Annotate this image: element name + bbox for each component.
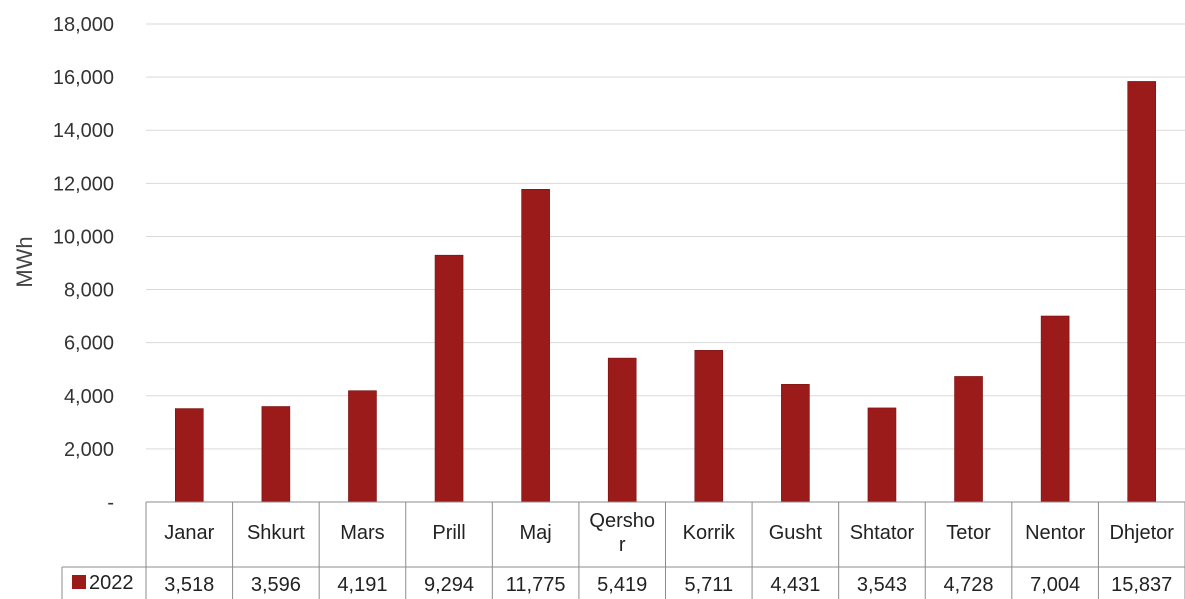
data-value-label: 3,518 [164, 574, 214, 596]
x-category-label: Maj [520, 522, 552, 544]
bar [174, 408, 204, 503]
legend-label: 2022 [89, 572, 134, 594]
data-value-label: 4,431 [770, 574, 820, 596]
data-value-label: 9,294 [424, 574, 474, 596]
data-value-label: 7,004 [1030, 574, 1080, 596]
y-tick-label: 10,000 [53, 226, 114, 248]
x-category-label: Mars [340, 522, 384, 544]
x-category-label: Dhjetor [1109, 522, 1174, 544]
x-category-label: Qersho r [589, 510, 655, 556]
y-tick-label: 18,000 [53, 14, 114, 36]
bars [174, 81, 1157, 503]
bar [694, 350, 724, 503]
bar [1040, 315, 1070, 503]
bar [781, 384, 810, 503]
y-tick-label: 2,000 [64, 439, 114, 461]
x-category-label: Tetor [946, 522, 991, 544]
data-table: Janar Shkurt Mars Prill Maj Qersho r Korrik Gush… [61, 501, 1185, 599]
y-axis-label: MWh [12, 236, 37, 287]
data-value-label: 5,419 [597, 574, 647, 596]
y-tick-label: 16,000 [53, 67, 114, 89]
y-axis-ticks: - 2,000 4,000 6,000 8,000 10,000 12,000 14,000 1… [53, 14, 114, 514]
data-value-label: 5,711 [685, 574, 734, 596]
bar [521, 189, 550, 503]
x-category-label: Nentor [1025, 522, 1085, 544]
x-category-label: Gusht [769, 522, 823, 544]
x-category-label: Shkurt [247, 522, 305, 544]
y-tick-label: 4,000 [64, 386, 114, 408]
bar [348, 390, 377, 503]
y-tick-label: 14,000 [53, 120, 114, 142]
y-tick-label: - [107, 492, 114, 514]
bar [1127, 81, 1157, 503]
y-tick-label: 12,000 [53, 173, 114, 195]
y-tick-label: 8,000 [64, 280, 114, 302]
bar [607, 357, 637, 503]
bar [261, 406, 291, 503]
bar [434, 254, 464, 503]
bar [867, 407, 897, 503]
x-category-label: Janar [164, 522, 214, 544]
data-value-label: 11,775 [506, 574, 566, 596]
data-value-label: 3,596 [251, 574, 301, 596]
gridlines [146, 23, 1185, 450]
legend-swatch [72, 575, 86, 589]
data-value-label: 4,728 [944, 574, 994, 596]
x-category-label: Prill [432, 522, 465, 544]
x-category-label: Korrik [683, 522, 736, 544]
x-category-label: Shtator [850, 522, 915, 544]
data-value-label: 4,191 [337, 574, 387, 596]
bar [954, 376, 983, 503]
y-tick-label: 6,000 [64, 333, 114, 355]
data-value-label: 15,837 [1111, 574, 1172, 596]
data-value-label: 3,543 [857, 574, 907, 596]
